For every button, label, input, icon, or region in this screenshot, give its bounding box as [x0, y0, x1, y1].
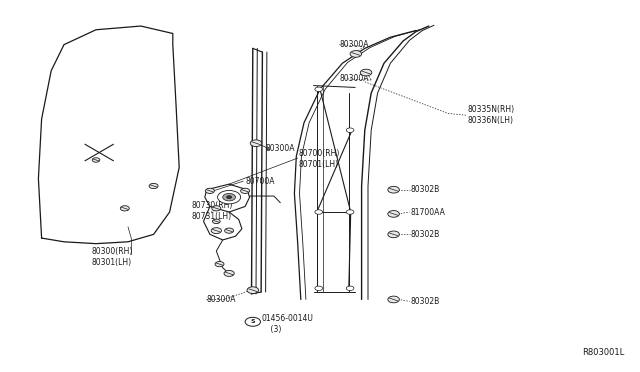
Circle shape: [92, 158, 100, 162]
Circle shape: [247, 287, 259, 294]
Circle shape: [225, 228, 234, 233]
Text: 80700(RH)
80701(LH): 80700(RH) 80701(LH): [298, 149, 340, 169]
Circle shape: [350, 51, 362, 57]
Text: R803001L: R803001L: [582, 348, 624, 357]
Circle shape: [346, 210, 354, 214]
Text: 80302B: 80302B: [410, 230, 440, 239]
Text: 80300A: 80300A: [339, 40, 369, 49]
Circle shape: [218, 190, 241, 204]
Circle shape: [245, 317, 260, 326]
Circle shape: [212, 219, 220, 224]
Circle shape: [120, 206, 129, 211]
Text: 80700A: 80700A: [245, 177, 275, 186]
Circle shape: [215, 262, 224, 267]
Circle shape: [250, 140, 262, 147]
Circle shape: [388, 296, 399, 303]
Text: 80300A: 80300A: [206, 295, 236, 304]
Text: 80302B: 80302B: [410, 297, 440, 306]
Circle shape: [346, 286, 354, 291]
Circle shape: [388, 231, 399, 238]
Circle shape: [315, 87, 323, 92]
Circle shape: [388, 186, 399, 193]
Circle shape: [360, 69, 372, 76]
Text: 80730(RH)
80731(LH): 80730(RH) 80731(LH): [192, 201, 234, 221]
Circle shape: [315, 210, 323, 214]
Text: 80300A: 80300A: [339, 74, 369, 83]
Circle shape: [223, 193, 236, 201]
Text: 80302B: 80302B: [410, 185, 440, 194]
Text: S: S: [250, 319, 255, 324]
Text: 80300A: 80300A: [266, 144, 295, 153]
Circle shape: [315, 286, 323, 291]
Circle shape: [346, 128, 354, 132]
Circle shape: [149, 183, 158, 189]
Circle shape: [227, 196, 232, 199]
Circle shape: [205, 188, 214, 193]
Text: 80335N(RH)
80336N(LH): 80335N(RH) 80336N(LH): [468, 105, 515, 125]
Text: 01456-0014U
    (3): 01456-0014U (3): [261, 314, 313, 334]
Circle shape: [388, 211, 399, 217]
Circle shape: [224, 270, 234, 276]
Text: 80300(RH)
80301(LH): 80300(RH) 80301(LH): [92, 247, 132, 267]
Circle shape: [212, 206, 221, 211]
Text: 81700AA: 81700AA: [410, 208, 445, 217]
Circle shape: [211, 228, 221, 234]
Circle shape: [241, 188, 250, 193]
